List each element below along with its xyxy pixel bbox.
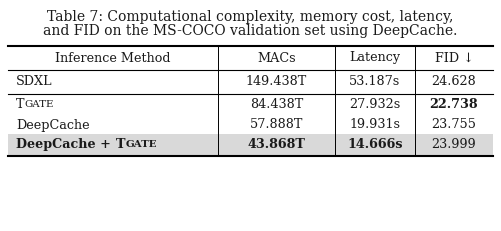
Text: MACs: MACs [257,51,296,64]
Text: 24.628: 24.628 [432,75,476,88]
Text: 27.932s: 27.932s [349,98,401,111]
Text: GATE: GATE [125,140,157,149]
Text: 84.438T: 84.438T [250,98,303,111]
Text: 57.888T: 57.888T [250,118,303,131]
Text: T: T [116,138,125,151]
Text: 14.666s: 14.666s [347,138,403,151]
Text: DeepCache: DeepCache [16,118,90,131]
Text: Latency: Latency [349,51,401,64]
Text: 43.868T: 43.868T [247,138,306,151]
Text: FID ↓: FID ↓ [435,51,473,64]
Text: Table 7: Computational complexity, memory cost, latency,: Table 7: Computational complexity, memor… [47,10,454,24]
Text: GATE: GATE [25,100,54,109]
Text: SDXL: SDXL [16,75,53,88]
Text: 22.738: 22.738 [430,98,478,111]
Bar [8,134,493,156]
Text: 23.755: 23.755 [431,118,476,131]
Text: DeepCache +: DeepCache + [16,138,115,151]
Text: T: T [16,98,25,111]
Text: 19.931s: 19.931s [350,118,400,131]
Text: 23.999: 23.999 [432,138,476,151]
Text: 53.187s: 53.187s [349,75,401,88]
Text: Inference Method: Inference Method [55,51,171,64]
Text: 149.438T: 149.438T [246,75,307,88]
Text: and FID on the MS-COCO validation set using DeepCache.: and FID on the MS-COCO validation set us… [43,24,458,38]
